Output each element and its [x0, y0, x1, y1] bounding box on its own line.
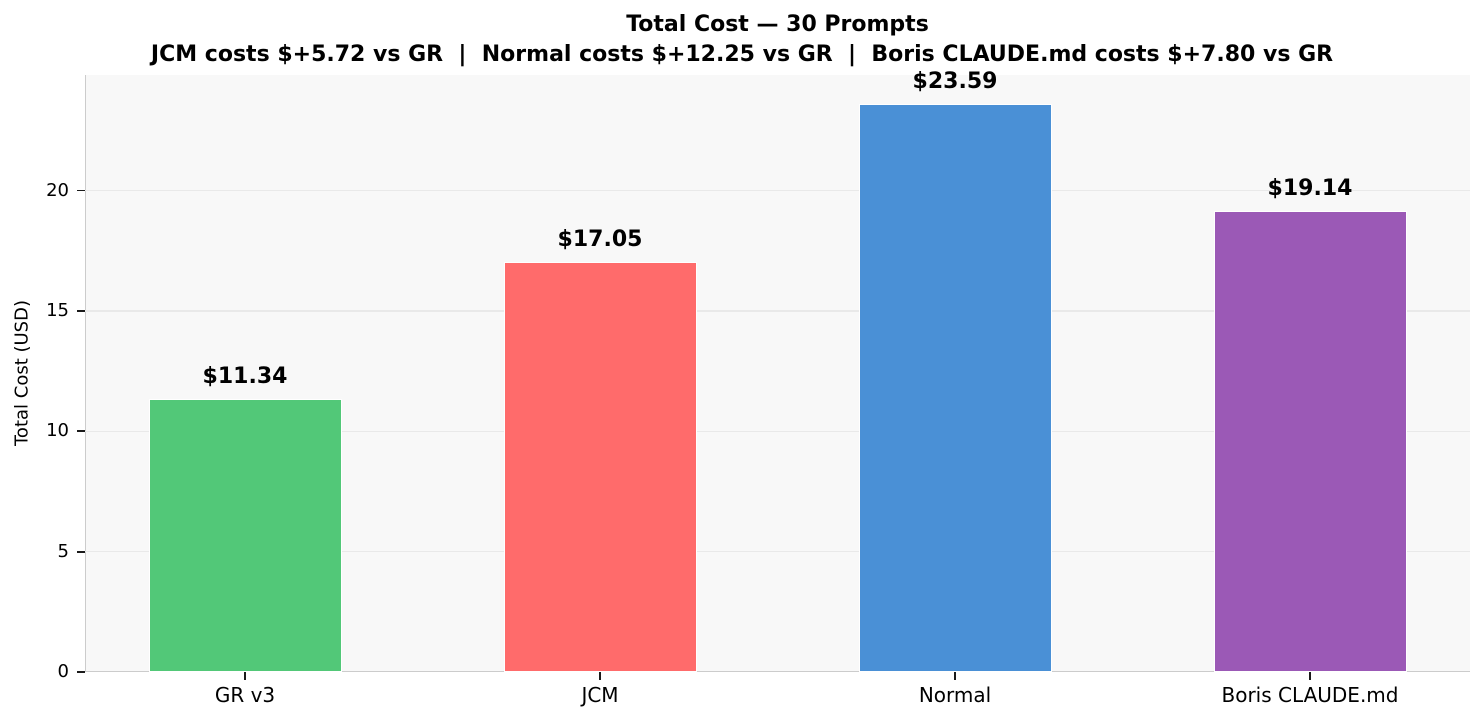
y-tick-label: 20	[46, 179, 69, 201]
bar	[858, 104, 1052, 672]
y-tick-mark	[77, 189, 85, 192]
y-tick-mark	[77, 671, 85, 673]
bar	[148, 399, 342, 672]
y-tick-label: 0	[57, 661, 69, 682]
bar-value-label: $23.59	[912, 69, 998, 95]
bar-value-label: $19.14	[1267, 176, 1353, 202]
gridline	[85, 310, 1470, 312]
x-tick-mark	[1309, 672, 1311, 680]
y-tick-label: 10	[46, 420, 69, 442]
bar-value-label: $17.05	[557, 226, 643, 252]
y-tick-mark	[77, 550, 85, 553]
x-tick-mark	[244, 672, 246, 680]
y-tick-mark	[77, 310, 85, 312]
y-tick-mark	[77, 430, 85, 433]
x-tick-label: Boris CLAUDE.md	[1221, 683, 1399, 707]
y-tick-label: 5	[57, 540, 69, 562]
chart-title: Total Cost — 30 Prompts	[626, 12, 929, 37]
bar	[503, 261, 697, 672]
x-tick-mark	[954, 672, 956, 680]
bar	[1213, 211, 1407, 672]
gridline	[85, 550, 1470, 553]
y-tick-label: 15	[46, 299, 69, 321]
x-tick-mark	[599, 672, 601, 680]
bar-value-label: $11.34	[202, 364, 288, 390]
gridline	[85, 430, 1470, 433]
x-tick-label: GR v3	[214, 683, 276, 707]
chart-subtitle: JCM costs $+5.72 vs GR | Normal costs $+…	[150, 42, 1334, 67]
x-tick-label: JCM	[581, 683, 619, 707]
x-tick-label: Normal	[918, 683, 992, 707]
gridline	[85, 189, 1470, 192]
